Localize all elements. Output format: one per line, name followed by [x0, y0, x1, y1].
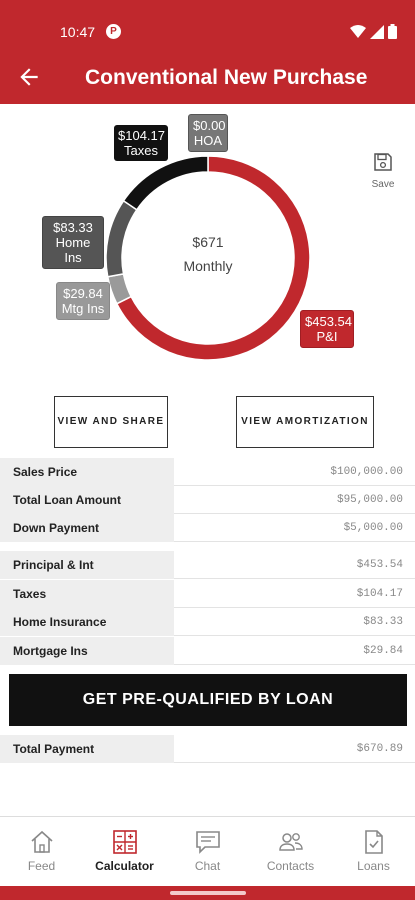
- view-and-share-button[interactable]: VIEW AND SHARE: [54, 396, 168, 448]
- nav-item-chat[interactable]: Chat: [166, 817, 249, 886]
- nav-label: Feed: [27, 859, 56, 873]
- nav-label: Calculator: [95, 859, 154, 873]
- chart-label-mtg-ins-name: Mtg Ins: [61, 301, 105, 316]
- wifi-icon: [350, 24, 366, 38]
- nav-item-calculator[interactable]: Calculator: [83, 817, 166, 886]
- nav-label: Loans: [357, 859, 390, 873]
- chart-label-pi-amount: $453.54: [305, 314, 352, 329]
- nav-label: Chat: [194, 859, 221, 873]
- nav-item-contacts[interactable]: Contacts: [249, 817, 332, 886]
- table-row: Down Payment $5,000.00: [0, 514, 415, 542]
- donut-slice-taxes: [122, 155, 209, 211]
- chart-label-mtg-ins: $29.84 Mtg Ins: [56, 282, 110, 320]
- row-value: $29.84: [174, 637, 415, 665]
- bottom-nav: Feed Calculator Chat: [0, 816, 415, 886]
- get-prequalified-button[interactable]: GET PRE-QUALIFIED BY LOAN: [9, 674, 407, 726]
- table-row: Sales Price $100,000.00: [0, 458, 415, 486]
- home-icon: [30, 830, 53, 853]
- chart-label-home-ins-amount: $83.33: [53, 220, 93, 235]
- battery-icon: [388, 24, 397, 39]
- view-amortization-button[interactable]: VIEW AMORTIZATION: [236, 396, 374, 448]
- nav-item-loans[interactable]: Loans: [332, 817, 415, 886]
- notification-badge-icon: P: [106, 24, 121, 39]
- monthly-amount: $671: [192, 234, 224, 250]
- chat-icon: [195, 831, 220, 854]
- arrow-left-icon: [20, 68, 38, 86]
- row-value: $95,000.00: [174, 486, 415, 514]
- status-time: 10:47: [60, 24, 96, 40]
- payment-donut-chart: [105, 155, 311, 361]
- total-payment-value: $670.89: [174, 735, 415, 763]
- chart-label-hoa: $0.00 HOA: [188, 114, 228, 152]
- signal-icon: [370, 24, 384, 39]
- calculator-icon: [112, 830, 137, 854]
- chart-label-taxes-name: Taxes: [124, 143, 158, 158]
- row-value: $83.33: [174, 608, 415, 636]
- chart-label-taxes: $104.17 Taxes: [114, 125, 168, 161]
- home-indicator[interactable]: [170, 891, 246, 895]
- row-label: Total Loan Amount: [0, 486, 174, 514]
- chart-label-taxes-amount: $104.17: [118, 128, 165, 143]
- table-row: Mortgage Ins $29.84: [0, 637, 415, 665]
- table-row: Total Loan Amount $95,000.00: [0, 486, 415, 514]
- chart-label-hoa-name: HOA: [193, 133, 223, 148]
- donut-slice-home-ins: [105, 199, 138, 278]
- row-label: Home Insurance: [0, 608, 174, 636]
- app-header: Conventional New Purchase: [0, 52, 415, 104]
- row-value: $100,000.00: [174, 458, 415, 486]
- nav-item-feed[interactable]: Feed: [0, 817, 83, 886]
- table-row: Home Insurance $83.33: [0, 608, 415, 636]
- total-payment-label: Total Payment: [0, 735, 174, 763]
- monthly-label: Monthly: [183, 258, 233, 274]
- total-payment-row: Total Payment $670.89: [0, 735, 415, 763]
- save-label: Save: [371, 179, 395, 190]
- page-title: Conventional New Purchase: [85, 66, 368, 89]
- row-label: Mortgage Ins: [0, 637, 174, 665]
- nav-label: Contacts: [266, 859, 315, 873]
- row-value: $104.17: [174, 580, 415, 608]
- floppy-disk-icon: [374, 153, 392, 171]
- chart-label-hoa-amount: $0.00: [193, 118, 226, 133]
- loans-icon: [364, 830, 383, 854]
- row-value: $5,000.00: [174, 514, 415, 542]
- row-label: Taxes: [0, 580, 174, 608]
- contacts-icon: [278, 833, 303, 851]
- row-label: Down Payment: [0, 514, 174, 542]
- table-row: Taxes $104.17: [0, 580, 415, 608]
- back-button[interactable]: [16, 64, 44, 92]
- chart-label-pi-name: P&I: [316, 329, 338, 344]
- status-bar: 10:47 P: [0, 0, 415, 52]
- chart-label-home-ins-name: Home Ins: [55, 235, 91, 265]
- row-label: Sales Price: [0, 458, 174, 486]
- chart-label-mtg-ins-amount: $29.84: [63, 286, 103, 301]
- save-button[interactable]: Save: [366, 152, 400, 190]
- status-icons: [350, 24, 397, 39]
- table-row: Principal & Int $453.54: [0, 551, 415, 579]
- chart-label-home-ins: $83.33 Home Ins: [42, 216, 104, 269]
- chart-label-pi: $453.54 P&I: [300, 310, 354, 348]
- row-value: $453.54: [174, 551, 415, 579]
- row-label: Principal & Int: [0, 551, 174, 579]
